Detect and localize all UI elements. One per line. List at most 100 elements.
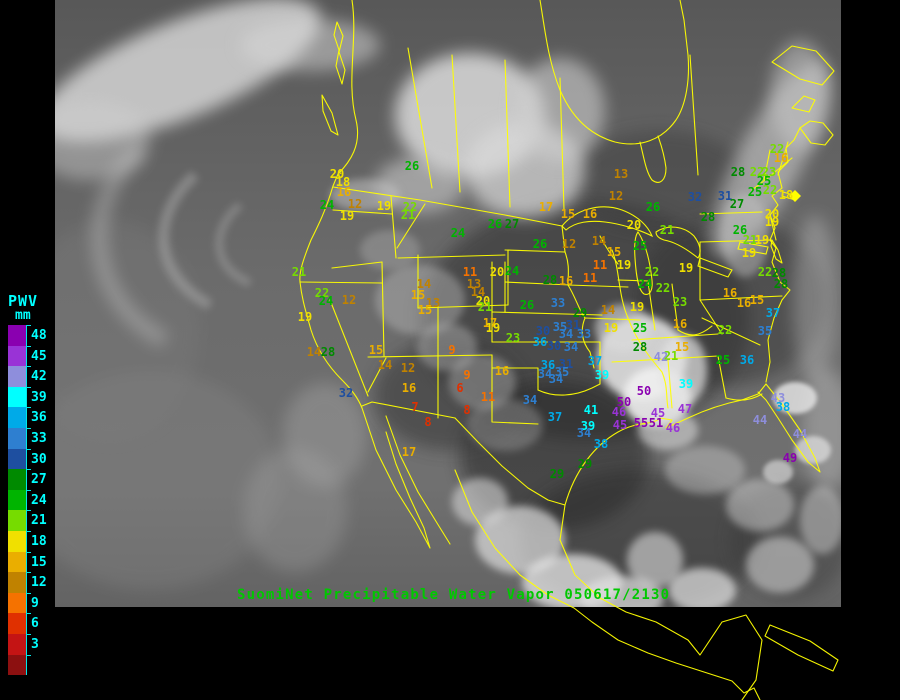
legend-tick [26,654,31,656]
station-pwv-value: 31 [718,189,732,203]
station-pwv-value: 16 [723,286,737,300]
station-pwv-value: 19 [298,310,312,324]
station-pwv-value: 24 [638,277,652,291]
station-pwv-value: 35 [758,324,772,338]
station-pwv-value: 38 [594,437,608,451]
station-pwv-value: 35 [555,365,569,379]
station-pwv-value: 25 [633,239,647,253]
station-pwv-value: 6 [456,381,463,395]
station-pwv-value: 45 [651,406,665,420]
station-pwv-value: 19 [340,209,354,223]
legend-color-swatch [8,613,26,634]
map-cursor-diamond [789,190,801,202]
station-pwv-value: 15 [411,288,425,302]
legend-tick-label: 45 [31,348,47,364]
station-pwv-value: 34 [523,393,537,407]
legend-tick-label: 3 [31,637,39,652]
legend-tick [26,551,31,553]
station-pwv-value: 13 [614,167,628,181]
legend-color-swatch [8,366,26,387]
station-pwv-value: 18 [779,188,793,202]
station-pwv-value: 30 [536,324,550,338]
station-pwv-value: 28 [321,345,335,359]
legend-tick [26,634,31,635]
station-pwv-value: 24 [320,198,334,212]
station-pwv-value: 33 [551,296,565,310]
station-pwv-value: 9 [463,368,470,382]
legend-tick-label: 15 [31,554,47,570]
station-pwv-value: 11 [593,258,607,272]
legend-color-swatch [8,407,26,428]
station-pwv-value: 16 [495,364,509,378]
station-pwv-value: 25 [633,321,647,335]
station-pwv-value: 46 [612,405,626,419]
station-pwv-value: 28 [774,277,788,291]
station-pwv-value: 22 [645,265,659,279]
station-pwv-value: 31 [566,318,580,332]
station-pwv-value: 16 [774,151,788,165]
station-pwv-value: 49 [783,451,797,465]
station-pwv-value: 12 [401,361,415,375]
station-pwv-value: 11 [463,265,477,279]
legend-tick-label: 21 [31,513,47,529]
station-pwv-value: 22 [770,142,784,156]
station-pwv-value: 51 [649,416,663,430]
station-pwv-value: 28 [731,165,745,179]
station-pwv-value: 19 [679,261,693,275]
pwv-legend: PWV mm 48 45 42 39 36 33 30 27 24 21 18 15 12 9 6 3 [0,0,62,700]
station-pwv-value: 23 [506,331,520,345]
legend-color-swatch [8,531,26,552]
station-pwv-value: 24 [451,226,465,240]
station-pwv-value: 15 [561,207,575,221]
station-pwv-value: 19 [765,215,779,229]
station-pwv-value: 14 [307,345,321,359]
legend-tick-label: 30 [31,451,47,467]
station-pwv-value: 15 [369,343,383,357]
legend-tick-label: 36 [31,410,47,426]
station-pwv-value: 28 [701,210,715,224]
station-pwv-value: 16 [583,207,597,221]
legend-axis-line [26,325,27,676]
station-pwv-value: 22 [758,265,772,279]
station-pwv-value: 22 [315,286,329,300]
legend-color-swatch [8,448,26,470]
legend-tick-label: 6 [31,616,39,632]
legend-tick [26,386,31,388]
station-pwv-value: 24 [505,264,519,278]
station-pwv-value: 16 [337,185,351,199]
legend-tick-label: 18 [31,534,47,549]
legend-tick-label: 24 [31,492,47,508]
station-pwv-value: 36 [740,353,754,367]
station-pwv-value: 21 [664,349,678,363]
station-pwv-value: 41 [584,403,598,417]
station-pwv-value: 28 [543,273,557,287]
station-pwv-value: 14 [378,358,392,372]
station-pwv-value: 36 [533,335,547,349]
station-pwv-value: 44 [753,413,767,427]
legend-color-swatch [8,592,26,614]
legend-tick [26,592,31,594]
station-pwv-value: 33 [577,327,591,341]
legend-tick [26,325,31,326]
station-pwv-value: 37 [766,306,780,320]
station-pwv-value: 24 [319,294,333,308]
legend-tick-label: 9 [31,595,39,611]
product-title: SuomiNet Precipitable Water Vapor 050617… [237,587,671,603]
station-pwv-value: 19 [377,199,391,213]
station-pwv-value: 7 [411,400,418,414]
station-pwv-value: 19 [742,246,756,260]
station-pwv-value: 26 [405,159,419,173]
station-pwv-value: 20 [765,207,779,221]
station-pwv-value: 26 [646,200,660,214]
station-pwv-value: 37 [588,354,602,368]
station-pwv-value: 36 [541,358,555,372]
station-pwv-value: 15 [607,245,621,259]
station-pwv-value: 43 [771,391,785,405]
legend-color-swatch [8,510,26,531]
station-pwv-value: 8 [463,403,470,417]
legend-color-swatch [8,634,26,655]
station-pwv-value: 39 [581,419,595,433]
station-pwv-value: 29 [550,467,564,481]
legend-tick [26,572,31,574]
legend-title: PWV [8,292,39,310]
